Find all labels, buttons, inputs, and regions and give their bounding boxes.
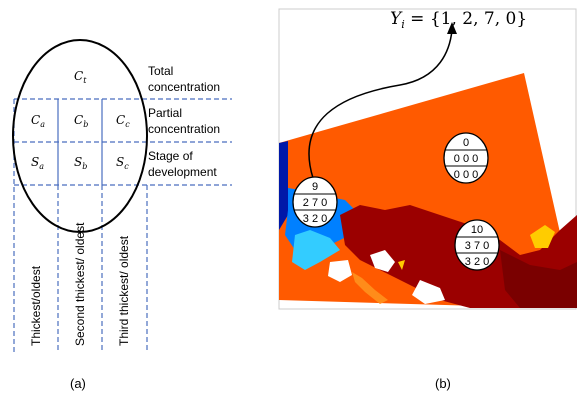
oval-0-top: 0 — [463, 137, 469, 149]
oval-9-mid: 2 7 0 — [303, 197, 327, 209]
column-label-second: Second thickest/ oldest — [73, 222, 87, 346]
oval-0-bot: 0 0 0 — [454, 169, 478, 181]
formula-text: Yi = {1, 2, 7, 0} — [390, 9, 527, 31]
cell-oval-10: 10 3 7 0 3 2 0 — [454, 219, 500, 271]
label-stage-1: Stage of — [148, 149, 193, 163]
container-oval — [12, 39, 148, 233]
panel-a: Ct Ca Cb Cc Sa Sb Sc Total concentration… — [12, 39, 232, 391]
cell-sb: Sb — [74, 155, 87, 171]
oval-10-mid: 3 7 0 — [465, 240, 489, 252]
label-total-1: Total — [148, 64, 173, 78]
arrow-head — [447, 22, 457, 34]
land-patch-1 — [328, 260, 352, 282]
navy-region — [279, 141, 288, 230]
oval-9-top: 9 — [312, 181, 318, 193]
oval-0-mid: 0 0 0 — [454, 153, 478, 165]
caption-a: (a) — [70, 376, 86, 391]
cell-sa: Sa — [31, 155, 44, 171]
label-total-2: concentration — [148, 80, 220, 94]
total-concentration-symbol: Ct — [74, 69, 87, 85]
cell-sc: Sc — [116, 155, 129, 171]
label-partial-1: Partial — [148, 106, 182, 120]
column-label-thickest: Thickest/oldest — [29, 265, 43, 346]
panel-b: Yi = {1, 2, 7, 0} 0 0 0 0 0 0 0 9 2 7 0 … — [278, 8, 577, 391]
oval-10-top: 10 — [471, 224, 483, 236]
column-label-third: Third thickest/ oldest — [117, 235, 131, 346]
label-partial-2: concentration — [148, 122, 220, 136]
label-stage-2: development — [148, 165, 217, 179]
maroon-region — [500, 250, 577, 308]
oval-10-bot: 3 2 0 — [465, 256, 489, 268]
land-patch-2 — [412, 280, 445, 304]
land-patch-3 — [370, 250, 395, 272]
cell-ca: Ca — [31, 113, 45, 129]
cell-cb: Cb — [74, 113, 88, 129]
caption-b: (b) — [435, 376, 451, 391]
arrow-curve — [308, 29, 453, 179]
yellow-region-1 — [530, 225, 555, 248]
oval-9-bot: 3 2 0 — [303, 213, 327, 225]
yellow-region-2 — [398, 260, 405, 270]
cell-cc: Cc — [116, 113, 130, 129]
cyan-region — [292, 230, 340, 270]
cell-oval-0: 0 0 0 0 0 0 0 — [443, 132, 489, 184]
cell-oval-9: 9 2 7 0 3 2 0 — [292, 176, 338, 228]
orange-streak — [352, 272, 388, 304]
